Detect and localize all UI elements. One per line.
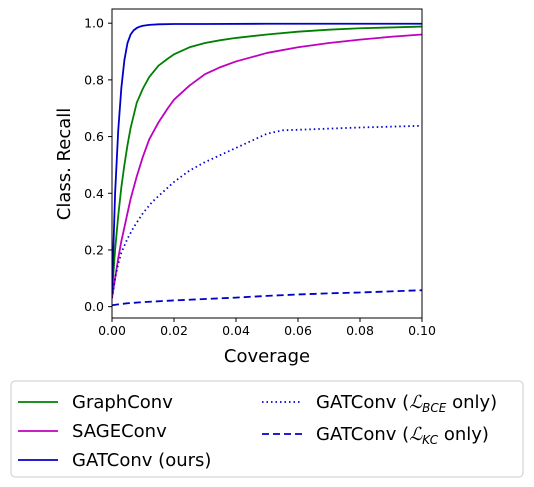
legend: GraphConv SAGEConv GATConv (ours) GATConv (… (10, 380, 524, 478)
legend-label: GATConv (ℒKC only) (316, 424, 489, 447)
legend-label-main: GATConv ( (316, 424, 409, 445)
legend-label-main: GATConv ( (316, 392, 409, 413)
x-axis-label: Coverage (224, 346, 310, 367)
plot-frame (111, 8, 423, 319)
legend-label-tail: only) (446, 392, 497, 413)
legend-label: GraphConv (72, 392, 173, 413)
x-tick-label: 0.06 (284, 323, 312, 338)
legend-label-symbol: ℒ (409, 424, 423, 445)
x-tick-label: 0.02 (160, 323, 188, 338)
plot-lines (112, 22, 422, 307)
legend-label-subscript: KC (422, 433, 439, 447)
y-tick-label: 0.4 (84, 186, 104, 201)
legend-label: GATConv (ours) (72, 450, 211, 471)
x-tick-label: 0.00 (98, 323, 126, 338)
series-line-4 (112, 124, 422, 299)
series-line-1 (112, 25, 422, 293)
x-tick-label: 0.08 (346, 323, 374, 338)
legend-label: SAGEConv (72, 421, 167, 442)
legend-frame (10, 380, 524, 478)
series-line-5 (112, 289, 422, 307)
y-tick-label: 0.2 (84, 242, 104, 257)
y-tick-label: 0.8 (84, 72, 104, 87)
y-tick-label: 1.0 (84, 16, 104, 31)
y-tick-label: 0.0 (84, 299, 104, 314)
legend-label-symbol: ℒ (409, 392, 423, 413)
y-tick-label: 0.6 (84, 129, 104, 144)
y-axis-label: Class. Recall (54, 108, 75, 221)
series-line-3 (112, 22, 422, 293)
y-axis-ticks: 0.0 0.2 0.4 0.6 0.8 1.0 (84, 16, 112, 314)
legend-label: GATConv (ℒBCE only) (316, 392, 497, 415)
legend-label-tail: only) (438, 424, 489, 445)
x-tick-label: 0.10 (408, 323, 436, 338)
x-tick-label: 0.04 (222, 323, 250, 338)
series-line-2 (112, 33, 422, 299)
x-axis-ticks: 0.00 0.02 0.04 0.06 0.08 0.10 (98, 318, 436, 338)
legend-label-subscript: BCE (422, 401, 447, 415)
